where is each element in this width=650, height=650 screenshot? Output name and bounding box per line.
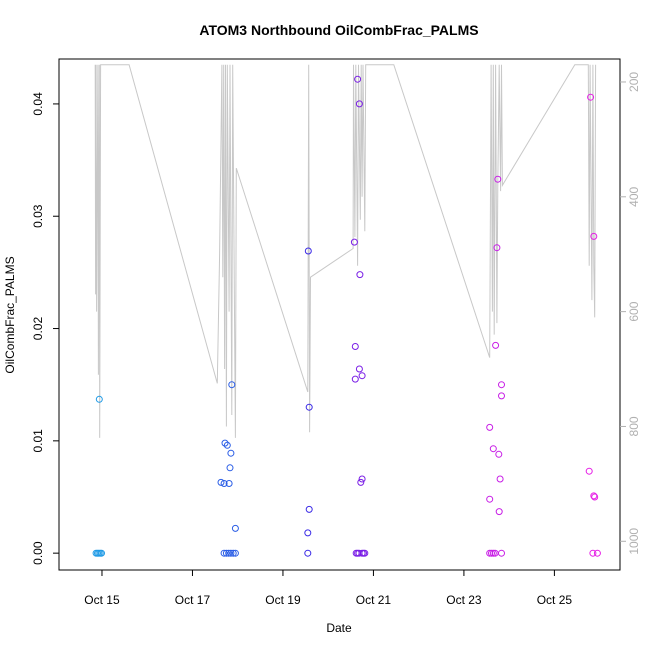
y-right-tick-label: 800 bbox=[627, 416, 641, 436]
data-point bbox=[358, 475, 366, 483]
data-point bbox=[221, 439, 229, 447]
y-tick-label: 0.01 bbox=[31, 429, 45, 453]
data-point bbox=[498, 381, 505, 389]
data-point bbox=[493, 244, 501, 252]
chart-title: ATOM3 Northbound OilCombFrac_PALMS bbox=[199, 22, 478, 38]
data-point bbox=[351, 343, 359, 350]
data-point bbox=[98, 549, 105, 557]
data-point bbox=[229, 549, 237, 557]
data-point bbox=[590, 492, 598, 500]
data-point bbox=[593, 549, 601, 557]
data-point bbox=[305, 403, 313, 411]
y-right-tick-label: 1000 bbox=[627, 528, 641, 555]
data-point bbox=[351, 375, 359, 383]
data-point bbox=[357, 478, 365, 486]
data-point bbox=[227, 549, 235, 557]
data-point bbox=[220, 549, 228, 557]
data-point bbox=[217, 478, 225, 486]
x-tick-label: Oct 23 bbox=[446, 593, 482, 607]
y-tick-label: 0.00 bbox=[31, 541, 45, 565]
y-axis: 0.00 0.01 0.02 0.03 0.04 bbox=[31, 92, 59, 565]
y-right-tick-label: 400 bbox=[627, 186, 641, 206]
y-axis-label: OilCombFrac_PALMS bbox=[3, 256, 17, 373]
data-point bbox=[220, 480, 228, 487]
data-point bbox=[492, 341, 500, 349]
data-point bbox=[354, 75, 362, 83]
data-point bbox=[498, 392, 505, 400]
data-point bbox=[358, 372, 366, 380]
altitude-line bbox=[94, 64, 597, 438]
data-point bbox=[231, 549, 239, 557]
data-point bbox=[226, 464, 234, 472]
y-right-tick-label: 200 bbox=[627, 72, 641, 92]
data-point bbox=[589, 549, 597, 557]
data-point bbox=[355, 365, 363, 373]
data-point bbox=[486, 495, 494, 503]
data-point bbox=[590, 232, 598, 240]
data-point bbox=[228, 381, 236, 389]
data-point bbox=[223, 441, 231, 449]
data-point bbox=[225, 549, 233, 557]
data-points-layer bbox=[92, 75, 601, 557]
x-tick-label: Oct 25 bbox=[537, 593, 573, 607]
altitude-line-layer bbox=[94, 64, 597, 438]
data-point bbox=[95, 395, 103, 403]
data-point bbox=[498, 549, 505, 557]
data-point bbox=[356, 271, 364, 279]
y-tick-label: 0.02 bbox=[31, 317, 45, 341]
y-right-tick-label: 600 bbox=[627, 301, 641, 321]
x-axis-label: Date bbox=[326, 621, 352, 635]
data-point bbox=[225, 480, 233, 487]
data-point bbox=[486, 423, 494, 431]
x-tick-label: Oct 17 bbox=[175, 593, 211, 607]
x-axis: Oct 15 Oct 17 Oct 19 Oct 21 Oct 23 Oct 25 bbox=[84, 570, 572, 607]
x-tick-label: Oct 21 bbox=[356, 593, 392, 607]
y-tick-label: 0.03 bbox=[31, 204, 45, 228]
data-point bbox=[496, 475, 504, 483]
y-tick-label: 0.04 bbox=[31, 92, 45, 116]
data-point bbox=[305, 505, 313, 513]
x-tick-label: Oct 19 bbox=[265, 593, 301, 607]
x-tick-label: Oct 15 bbox=[84, 593, 120, 607]
plot-frame bbox=[58, 58, 621, 571]
data-point bbox=[495, 508, 503, 516]
data-point bbox=[585, 467, 593, 475]
data-point bbox=[304, 247, 312, 255]
data-point bbox=[587, 93, 595, 101]
data-point bbox=[222, 549, 230, 557]
data-point bbox=[350, 238, 358, 246]
data-point bbox=[495, 450, 503, 458]
data-point bbox=[355, 100, 363, 108]
data-point bbox=[304, 529, 312, 537]
data-point bbox=[231, 524, 239, 532]
data-point bbox=[304, 549, 312, 557]
data-point bbox=[361, 549, 369, 557]
data-point bbox=[494, 175, 502, 183]
data-point bbox=[591, 493, 599, 501]
data-point bbox=[227, 449, 235, 457]
data-point bbox=[489, 445, 497, 453]
y-right-axis: 200 400 600 800 1000 bbox=[620, 72, 641, 555]
